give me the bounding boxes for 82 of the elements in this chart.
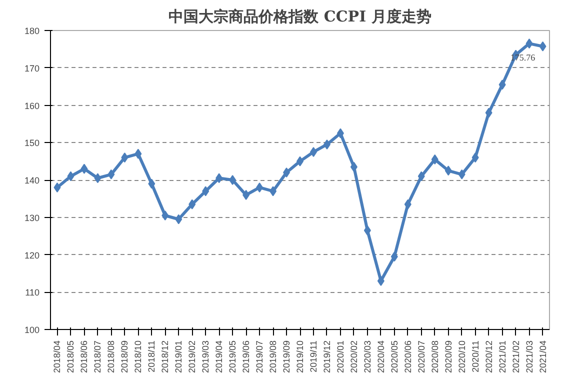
point — [94, 173, 102, 184]
x-tick-label: 2019/12 — [322, 340, 332, 374]
x-tick-label: 2019/02 — [187, 340, 198, 374]
x-tick-label: 2018/05 — [66, 340, 76, 374]
point — [148, 178, 156, 189]
x-tick-label: 2019/01 — [174, 340, 184, 374]
x-tick-label: 2020/01 — [335, 340, 346, 374]
point — [485, 108, 492, 118]
point — [390, 252, 398, 262]
x-tick-label: 2019/10 — [295, 340, 305, 374]
point — [162, 210, 169, 221]
point — [350, 162, 358, 172]
point — [526, 38, 533, 49]
point — [134, 148, 142, 159]
y-tick-label: 170 — [24, 63, 40, 74]
point — [256, 182, 264, 192]
x-tick-label: 2020/04 — [376, 340, 386, 374]
point — [283, 168, 290, 178]
x-tick-label: 2019/07 — [254, 340, 265, 374]
point — [270, 186, 277, 196]
x-tick-label: 2018/10 — [133, 340, 144, 374]
x-tick-label: 2020/05 — [389, 340, 400, 374]
x-tick-label: 2018/06 — [79, 340, 90, 374]
y-tick-label: 140 — [24, 176, 40, 186]
x-tick-label: 2018/09 — [120, 340, 130, 374]
point — [229, 175, 236, 185]
point — [444, 166, 452, 176]
x-tick-label: 2018/04 — [52, 340, 62, 374]
point — [121, 152, 128, 163]
point — [175, 214, 182, 224]
point — [108, 169, 115, 180]
x-tick-label: 2020/07 — [416, 340, 426, 374]
x-tick-label: 2020/09 — [443, 340, 454, 374]
point — [323, 139, 330, 150]
point — [364, 225, 371, 236]
y-tick-label: 110 — [25, 288, 40, 298]
x-tick-label: 2019/03 — [200, 340, 211, 374]
x-tick-label: 2018/08 — [106, 340, 116, 374]
point — [431, 154, 438, 164]
x-tick-label: 2020/08 — [430, 340, 440, 374]
point — [458, 169, 466, 180]
point — [377, 276, 384, 286]
x-tick-label: 2019/04 — [214, 340, 224, 374]
chart-title: 中国大宗商品价格指数 CCPI 月度走势 — [168, 8, 432, 26]
y-tick-label: 120 — [24, 250, 40, 260]
x-tick-label: 2020/10 — [456, 340, 467, 374]
point — [539, 41, 546, 52]
x-tick-label: 2018/07 — [92, 340, 103, 374]
x-tick-label: 2020/12 — [484, 340, 494, 374]
x-tick-label: 2019/11 — [308, 340, 318, 372]
point — [80, 164, 88, 174]
x-tick-label: 2020/02 — [348, 340, 359, 374]
y-tick-label: 160 — [24, 100, 40, 111]
point — [216, 173, 223, 184]
x-tick-label: 2019/09 — [282, 340, 292, 374]
point — [498, 80, 506, 90]
point — [336, 128, 344, 138]
point — [54, 182, 61, 192]
x-tick-label: 2021/02 — [510, 340, 521, 374]
point — [310, 146, 317, 157]
y-tick-label: 150 — [24, 138, 40, 148]
x-tick-label: 2020/11 — [470, 340, 480, 372]
x-tick-label: 2020/06 — [402, 340, 413, 374]
y-tick-label: 130 — [24, 212, 40, 223]
x-tick-label: 2020/03 — [362, 340, 372, 374]
point — [418, 171, 425, 182]
point — [202, 186, 210, 196]
x-tick-label: 2018/12 — [160, 340, 170, 374]
point — [472, 152, 479, 163]
point — [67, 171, 74, 182]
x-tick-label: 2019/08 — [268, 340, 278, 374]
x-tick-label: 2019/06 — [241, 340, 252, 374]
x-tick-label: 2018/11 — [146, 340, 157, 372]
x-tick-label: 2021/03 — [524, 340, 534, 374]
point — [188, 199, 196, 210]
x-tick-label: 2019/05 — [228, 340, 238, 374]
point — [242, 190, 250, 200]
x-tick-label: 2021/04 — [538, 340, 548, 374]
x-tick-label: 2021/01 — [497, 340, 508, 374]
y-tick-label: 180 — [24, 26, 40, 36]
point — [404, 199, 412, 210]
y-tick-label: 100 — [24, 325, 40, 335]
